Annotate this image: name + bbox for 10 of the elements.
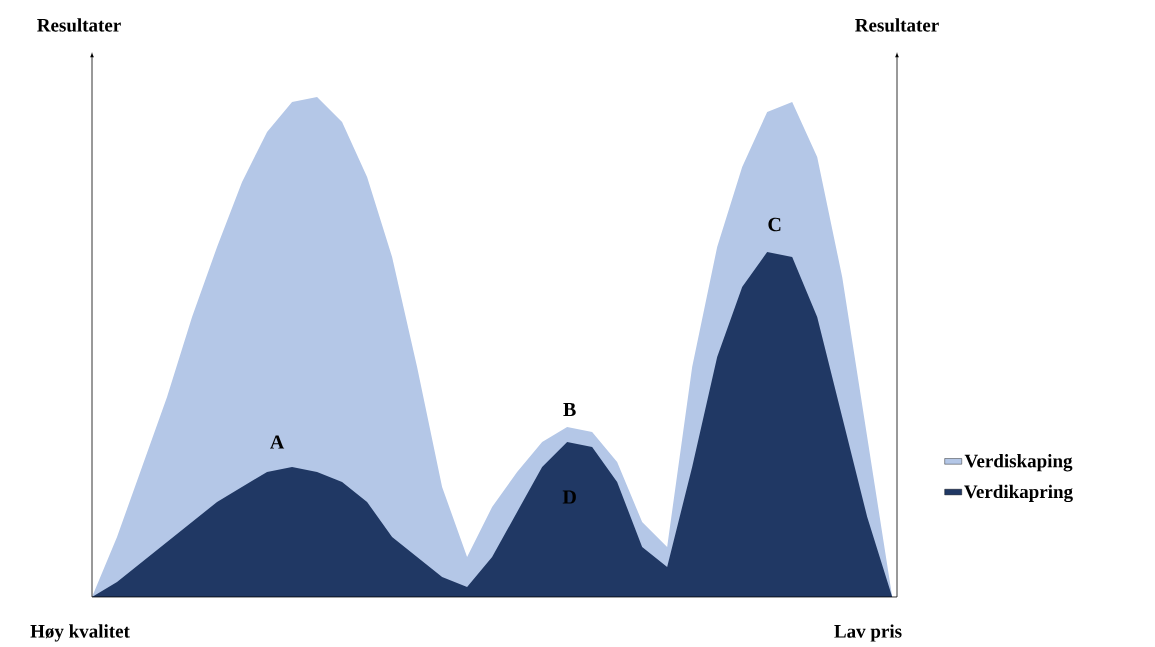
y-axis-title: Resultater	[37, 18, 121, 32]
annotation: D	[562, 490, 576, 504]
y2-axis-title: Resultater	[855, 18, 939, 32]
text: Lav pris	[834, 624, 902, 642]
annotation: C	[768, 217, 781, 232]
annotation: B	[563, 402, 576, 417]
text: Høy kvalitet	[30, 624, 130, 642]
annotation: A	[270, 435, 285, 449]
legend-label: Verdikapring	[964, 484, 1073, 503]
legend-label: Verdiskaping	[964, 454, 1073, 472]
